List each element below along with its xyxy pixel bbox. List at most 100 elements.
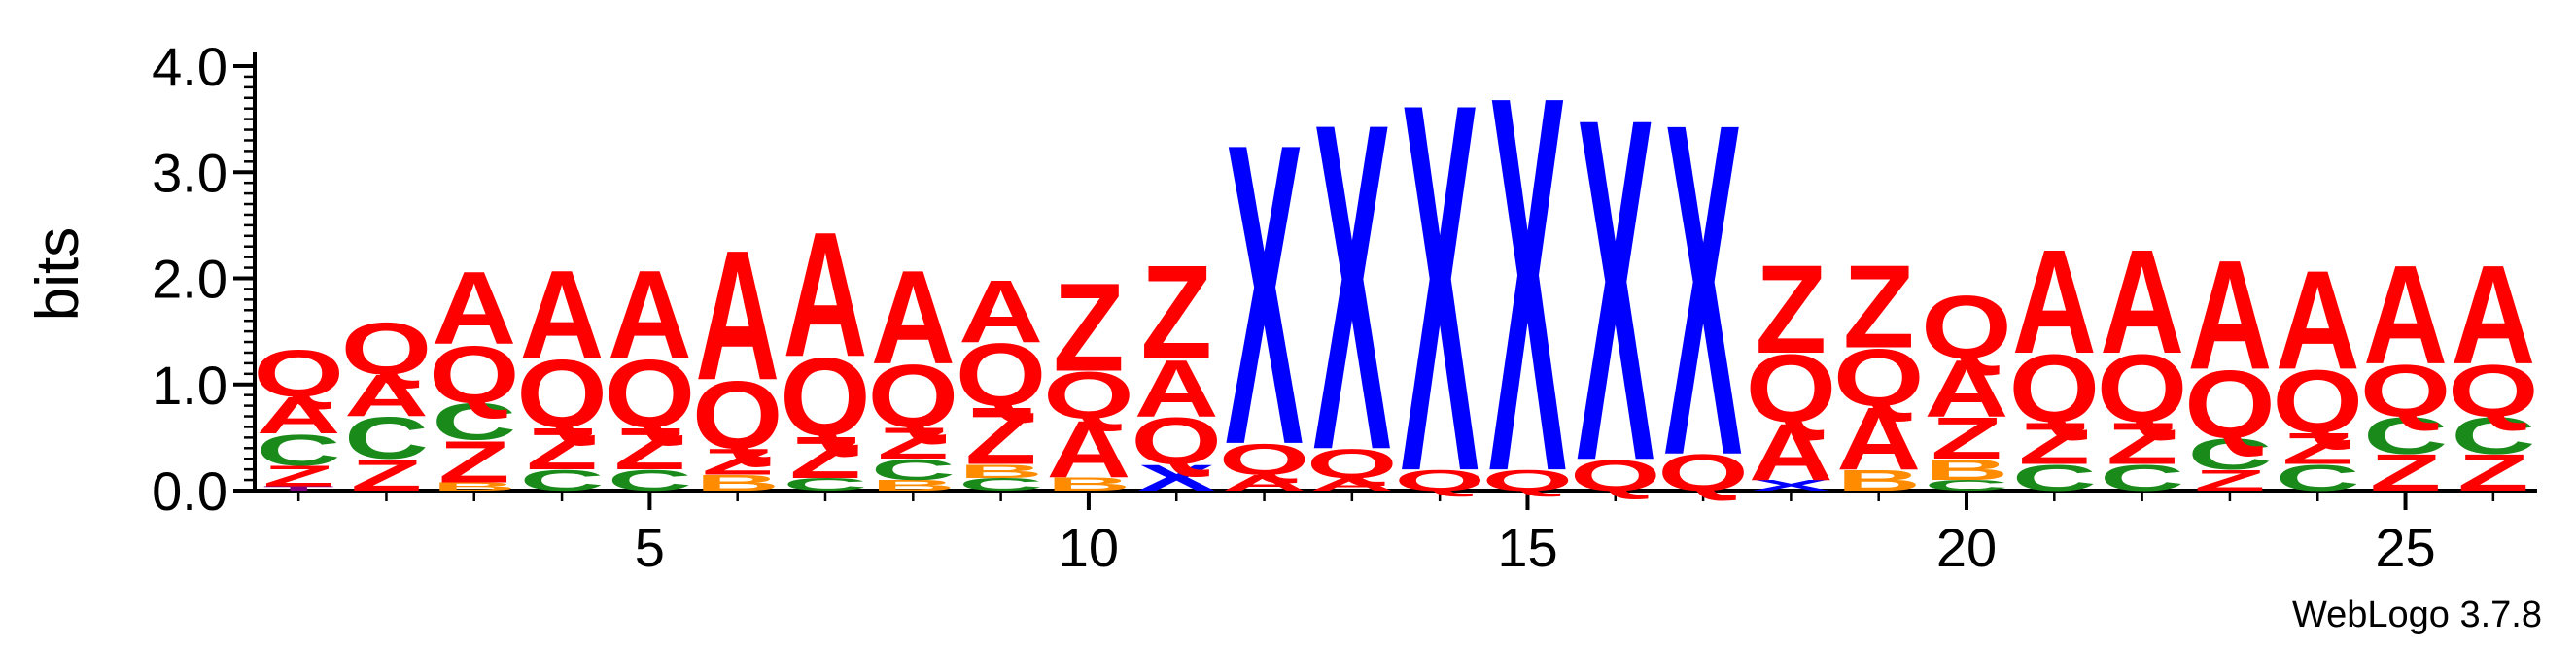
logo-letter-Q: Q	[2272, 352, 2363, 452]
letter-stacks: TZCAQZCAQBZCQACZQACZQABZQACZQABCZQACBZQA…	[253, 0, 2538, 584]
x-tick-label: 10	[1059, 517, 1119, 578]
logo-letter-C: C	[344, 406, 429, 472]
logo-letter-Q: Q	[2360, 350, 2452, 432]
logo-letter-Z: Z	[1053, 256, 1125, 397]
logo-letter-X: X	[1401, 0, 1479, 582]
logo-letter-A: A	[1925, 343, 2009, 434]
x-axis: 5 10 15 20 25	[255, 489, 2537, 578]
logo-letter-Z: Z	[526, 417, 598, 483]
logo-letter-Z: Z	[262, 460, 334, 493]
logo-letter-Z: Z	[1140, 238, 1212, 387]
logo-letter-A: A	[608, 244, 692, 385]
logo-letter-X: X	[1664, 25, 1743, 555]
logo-letter-Q: Q	[1394, 463, 1485, 496]
logo-letter-Z: Z	[789, 426, 861, 492]
logo-letter-Z: Z	[702, 441, 774, 483]
weblogo-credit: WebLogo 3.7.8	[2292, 595, 2542, 635]
logo-letter-A: A	[432, 252, 516, 367]
x-tick-label: 20	[1936, 517, 1997, 578]
y-axis: 0.0 1.0 2.0 3.0 4.0	[152, 36, 257, 522]
y-tick-label: 1.0	[152, 355, 227, 416]
y-tick-label: 3.0	[152, 142, 227, 203]
logo-letter-Z: Z	[1843, 240, 1915, 373]
logo-letter-Q: Q	[2184, 351, 2276, 459]
logo-letter-C: C	[432, 392, 516, 451]
logo-letter-Q: Q	[429, 328, 520, 420]
logo-letter-A: A	[1046, 403, 1131, 495]
logo-letter-Z: Z	[878, 420, 950, 469]
logo-letter-C: C	[2100, 457, 2184, 498]
x-tick-label: 5	[635, 517, 665, 578]
logo-letter-B: B	[1925, 453, 2009, 486]
logo-letter-X: X	[1313, 27, 1392, 548]
y-tick-label: 0.0	[152, 460, 227, 522]
logo-letter-A: A	[2451, 236, 2535, 393]
logo-letter-C: C	[2451, 407, 2535, 465]
y-tick-label: 2.0	[152, 249, 227, 310]
logo-letter-A: A	[958, 261, 1043, 361]
logo-letter-C: C	[520, 463, 605, 496]
logo-letter-Q: Q	[1921, 277, 2012, 377]
logo-letter-X: X	[1488, 0, 1567, 584]
logo-letter-A: A	[871, 244, 956, 392]
logo-letter-C: C	[871, 453, 956, 486]
logo-letter-Q: Q	[516, 340, 608, 448]
logo-letter-B: B	[871, 477, 956, 494]
logo-letter-A: A	[2363, 236, 2448, 393]
logo-letter-Q: Q	[1570, 451, 1661, 500]
logo-letter-B: B	[695, 471, 780, 495]
logo-letter-A: A	[344, 363, 429, 429]
logo-letter-A: A	[520, 244, 605, 385]
logo-letter-B: B	[1836, 463, 1921, 496]
logo-letter-Q: Q	[1043, 358, 1134, 432]
logo-letter-Q: Q	[1482, 463, 1574, 496]
logo-letter-Z: Z	[2019, 411, 2091, 477]
logo-letter-A: A	[695, 212, 780, 419]
logo-letter-Z: Z	[2457, 444, 2529, 502]
logo-letter-Q: Q	[1657, 444, 1749, 502]
logo-letter-Z: Z	[2370, 444, 2442, 502]
logo-letter-Q: Q	[692, 361, 783, 469]
logo-letter-Z: Z	[1931, 406, 2002, 472]
logo-letter-Q: Q	[1306, 441, 1398, 488]
x-tick-label: 15	[1497, 517, 1557, 578]
logo-letter-Z: Z	[351, 451, 423, 500]
logo-letter-X: X	[1137, 457, 1215, 498]
position-stack-14: QX	[1394, 0, 1485, 582]
position-stack-13: AQX	[1306, 27, 1398, 548]
logo-letter-C: C	[2276, 457, 2360, 498]
logo-letter-Z: Z	[2194, 463, 2266, 496]
logo-letter-Q: Q	[2448, 350, 2539, 432]
logo-letter-B: B	[1046, 473, 1131, 495]
logo-letter-Z: Z	[438, 429, 510, 495]
logo-letter-A: A	[2100, 220, 2184, 385]
logo-letter-Q: Q	[2008, 335, 2100, 443]
logo-letter-B: B	[432, 480, 516, 494]
logo-letter-Z: Z	[614, 417, 686, 483]
logo-letter-Z: Z	[965, 391, 1037, 482]
logo-letter-Q: Q	[1833, 332, 1925, 424]
logo-letter-X: X	[1225, 53, 1304, 534]
logo-letter-Z: Z	[2281, 425, 2353, 474]
logo-letter-A: A	[1309, 475, 1394, 495]
logo-letter-A: A	[783, 195, 868, 393]
logo-letter-X: X	[1577, 17, 1655, 563]
position-stack-16: QX	[1570, 17, 1661, 563]
logo-letter-T: T	[262, 486, 334, 493]
logo-letter-Q: Q	[341, 308, 433, 391]
y-axis-label: bits	[24, 227, 91, 321]
logo-letter-Q: Q	[1219, 435, 1310, 485]
logo-letter-B: B	[958, 460, 1043, 482]
